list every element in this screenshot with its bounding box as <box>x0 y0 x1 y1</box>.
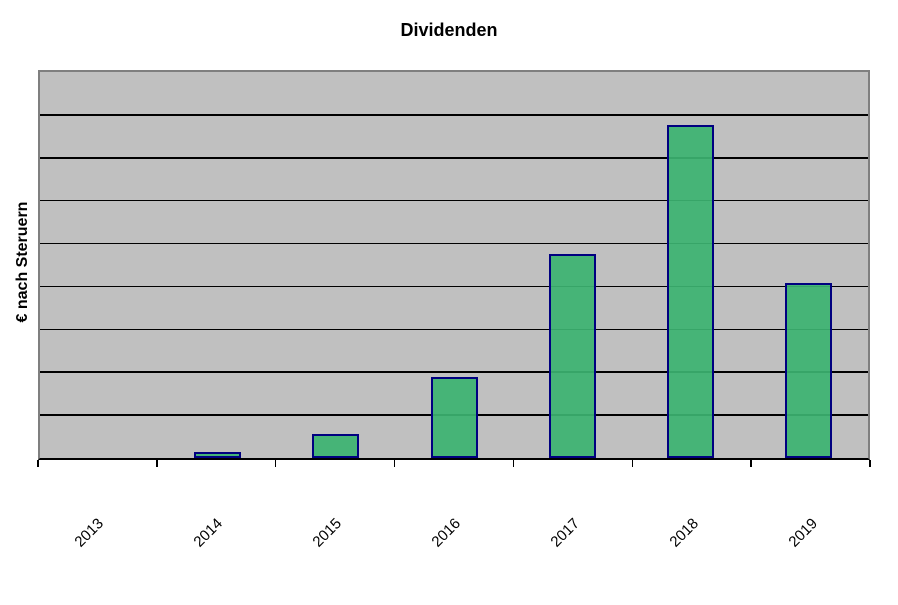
bar-2019 <box>785 283 833 458</box>
bar-2017 <box>548 254 596 458</box>
bars-layer <box>40 72 868 458</box>
x-axis-ticks <box>37 460 871 468</box>
x-axis-tick <box>750 460 752 467</box>
bar-2014 <box>193 452 241 458</box>
x-axis-tick <box>156 460 158 467</box>
gridline <box>40 371 868 373</box>
y-axis-title: € nach Steruern <box>14 201 31 323</box>
x-axis-tick <box>512 460 515 467</box>
bar-2018 <box>667 125 715 458</box>
x-tick-label-2016: 2016 <box>428 515 465 551</box>
x-tick-label-2018: 2018 <box>666 515 702 551</box>
gridline <box>40 285 868 288</box>
x-tick-label-2015: 2015 <box>309 515 346 551</box>
x-axis-tick <box>37 460 39 467</box>
gridline <box>40 328 868 331</box>
plot-area <box>38 70 870 460</box>
x-axis-tick <box>274 460 277 467</box>
bar-2016 <box>430 377 478 458</box>
gridline <box>40 242 868 245</box>
x-tick-label-2013: 2013 <box>71 515 108 551</box>
bar-2015 <box>312 433 360 458</box>
x-axis-tick <box>631 460 634 467</box>
x-tick-label-2017: 2017 <box>547 515 583 551</box>
gridline <box>40 114 868 116</box>
x-tick-label-2019: 2019 <box>784 515 821 551</box>
x-axis-tick <box>393 460 396 467</box>
x-axis-labels: 2013 2014 2015 2016 2017 2018 2019 <box>38 515 870 585</box>
x-tick-label-2014: 2014 <box>190 515 227 551</box>
gridline <box>40 199 868 202</box>
gridline <box>40 157 868 159</box>
chart-title: Dividenden <box>400 20 498 40</box>
x-axis-tick <box>869 460 871 467</box>
